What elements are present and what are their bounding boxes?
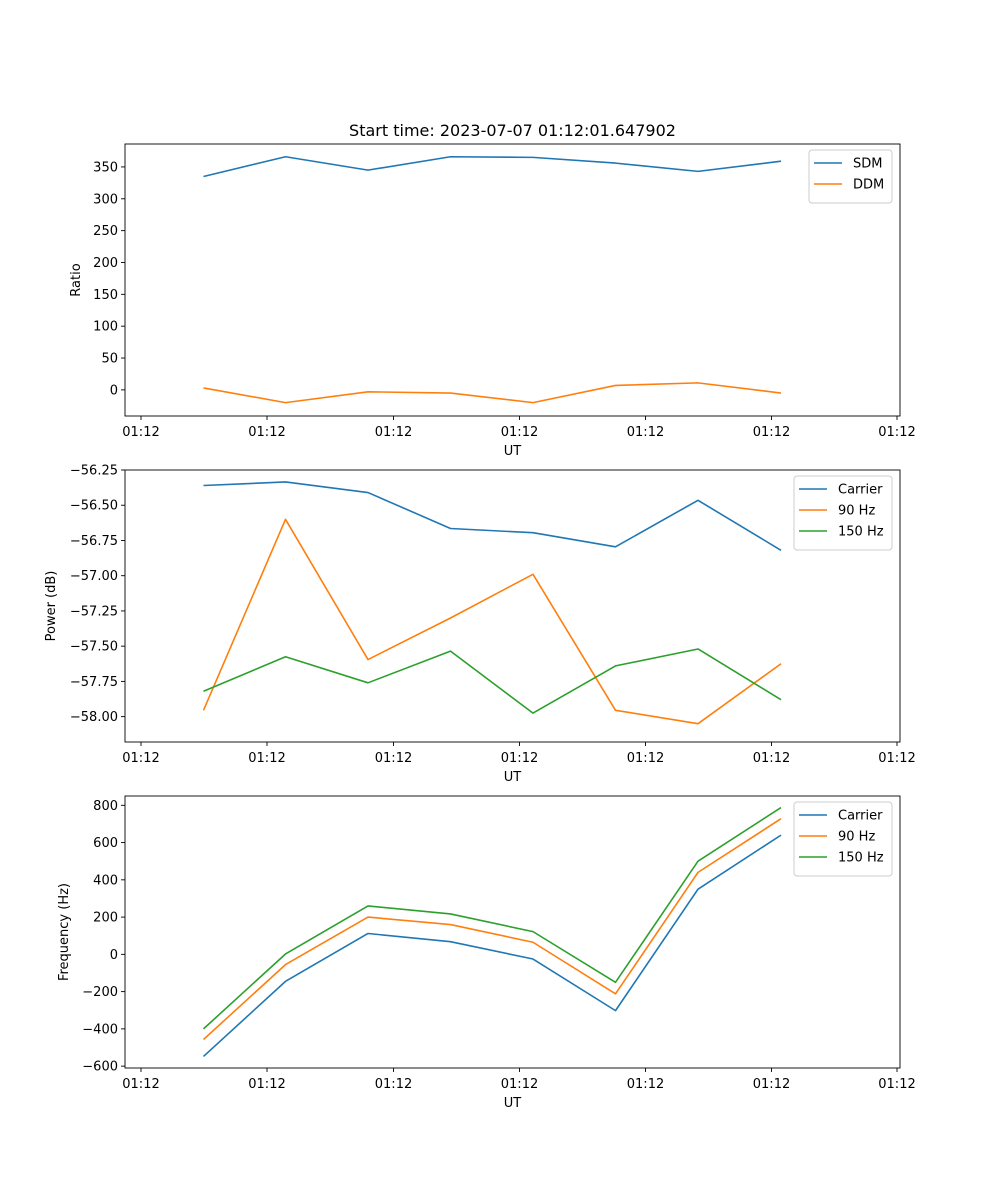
y-tick-label: 300 (93, 192, 118, 207)
x-axis-label: UT (504, 444, 522, 459)
series-line-150-hz (203, 648, 782, 714)
legend-label: Carrier (838, 809, 883, 824)
y-tick-label: 100 (93, 320, 118, 335)
x-tick-label: 01:12 (878, 751, 915, 766)
legend-label: 150 Hz (838, 525, 884, 540)
legend-label: Carrier (838, 483, 883, 498)
x-tick-label: 01:12 (753, 1077, 790, 1092)
y-tick-label: 150 (93, 288, 118, 303)
figure-title: Start time: 2023-07-07 01:12:01.647902 (349, 121, 676, 140)
legend-label: 90 Hz (838, 830, 875, 845)
x-tick-label: 01:12 (122, 425, 159, 440)
y-tick-label: 50 (101, 352, 118, 367)
y-tick-label: −56.25 (70, 464, 118, 479)
y-tick-label: −57.50 (70, 640, 118, 655)
y-tick-label: −57.75 (70, 675, 118, 690)
x-tick-label: 01:12 (627, 425, 664, 440)
series-line-carrier (202, 834, 782, 1058)
subplot-2: 01:12 01:12 01:12 01:12 01:12 01:12 01:12 −56.2… (44, 464, 916, 786)
y-tick-label: 0 (110, 948, 118, 963)
series-line-90-hz (202, 818, 782, 1041)
series-line-ddm (203, 382, 782, 404)
x-tick-label: 01:12 (878, 1077, 915, 1092)
x-tick-label: 01:12 (375, 751, 412, 766)
y-tick-label: 400 (93, 873, 118, 888)
y-tick-label: −56.75 (70, 534, 118, 549)
x-tick-label: 01:12 (375, 425, 412, 440)
x-tick-label: 01:12 (627, 751, 664, 766)
x-tick-label: 01:12 (878, 425, 915, 440)
subplot-1: 01:12 01:12 01:12 01:12 01:12 01:12 01:12 0 50 10… (69, 143, 916, 459)
x-tick-label: 01:12 (122, 1077, 159, 1092)
x-tick-label: 01:12 (248, 1077, 285, 1092)
y-tick-label: 250 (93, 224, 118, 239)
legend-label: 150 Hz (838, 851, 884, 866)
y-tick-label: 800 (93, 799, 118, 814)
x-axis-label: UT (504, 1096, 522, 1111)
x-tick-label: 01:12 (122, 751, 159, 766)
x-tick-label: 01:12 (375, 1077, 412, 1092)
legend-label: SDM (853, 157, 882, 172)
y-tick-label: 0 (110, 383, 118, 398)
series-line-150-hz (202, 806, 782, 1030)
y-tick-label: −56.50 (70, 499, 118, 514)
legend-label: DDM (853, 178, 884, 193)
legend: Carrier 90 Hz 150 Hz (793, 801, 893, 877)
x-tick-label: 01:12 (501, 1077, 538, 1092)
y-tick-label: −200 (82, 985, 118, 1000)
y-axis-label: Power (dB) (44, 571, 59, 642)
x-tick-label: 01:12 (501, 751, 538, 766)
x-tick-label: 01:12 (248, 425, 285, 440)
x-tick-label: 01:12 (753, 425, 790, 440)
axes-frame (124, 795, 901, 1069)
legend: Carrier 90 Hz 150 Hz (793, 475, 893, 551)
subplot-3: 01:12 01:12 01:12 01:12 01:12 01:12 01:12 −600 −… (57, 795, 916, 1111)
y-tick-label: 350 (93, 160, 118, 175)
y-tick-label: −57.25 (70, 604, 118, 619)
y-tick-label: −58.00 (70, 710, 118, 725)
x-tick-label: 01:12 (627, 1077, 664, 1092)
series-line-sdm (203, 155, 782, 178)
y-axis-label: Frequency (Hz) (57, 883, 72, 981)
x-tick-label: 01:12 (501, 425, 538, 440)
axes-frame (124, 143, 901, 417)
series-line-90-hz (202, 518, 782, 725)
y-tick-label: −400 (82, 1022, 118, 1037)
series-line-carrier (203, 481, 782, 552)
x-tick-label: 01:12 (753, 751, 790, 766)
legend: SDM DDM (808, 149, 893, 204)
legend-label: 90 Hz (838, 504, 875, 519)
x-tick-label: 01:12 (248, 751, 285, 766)
axes-frame (124, 469, 901, 743)
x-axis-label: UT (504, 770, 522, 785)
y-axis-label: Ratio (69, 263, 84, 296)
y-tick-label: 200 (93, 256, 118, 271)
y-tick-label: −600 (82, 1060, 118, 1075)
y-tick-label: 200 (93, 911, 118, 926)
y-tick-label: −57.00 (70, 569, 118, 584)
y-tick-label: 600 (93, 836, 118, 851)
